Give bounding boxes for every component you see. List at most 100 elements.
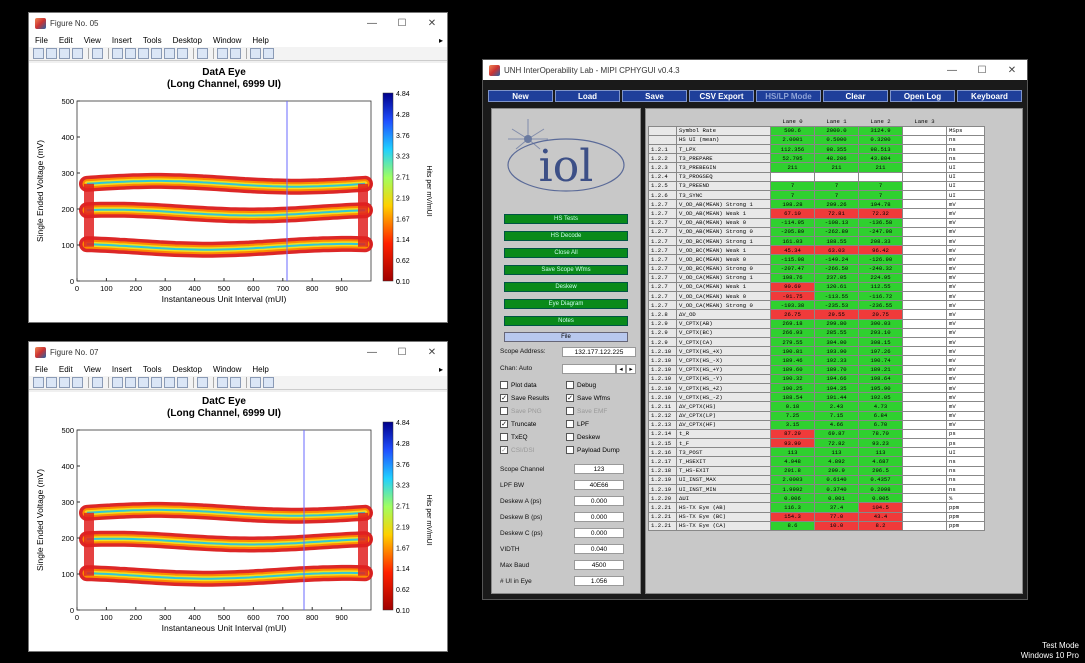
menu-overflow-icon[interactable]: ▸ bbox=[438, 35, 443, 45]
checkbox-box[interactable] bbox=[566, 381, 574, 389]
rotate-icon[interactable] bbox=[151, 377, 162, 388]
data-cursor-icon[interactable] bbox=[164, 377, 175, 388]
figure-07-titlebar[interactable]: Figure No. 07 — ☐ ✕ bbox=[29, 342, 447, 362]
checkbox-box[interactable]: ✓ bbox=[500, 420, 508, 428]
minimize-icon[interactable]: — bbox=[367, 346, 377, 358]
hs-lp-mode-button[interactable]: HS/LP Mode bbox=[756, 90, 821, 102]
menu-tools[interactable]: Tools bbox=[142, 364, 162, 374]
param-field[interactable]: 4500 bbox=[574, 560, 624, 570]
checkbox-lpf[interactable]: LPF bbox=[566, 420, 589, 428]
menu-help[interactable]: Help bbox=[252, 35, 269, 45]
menu-insert[interactable]: Insert bbox=[111, 35, 132, 45]
checkbox-debug[interactable]: Debug bbox=[566, 381, 596, 389]
open-file-icon[interactable] bbox=[46, 377, 57, 388]
load-button[interactable]: Load bbox=[555, 90, 620, 102]
hide-plot-tools-icon[interactable] bbox=[250, 377, 261, 388]
menu-window[interactable]: Window bbox=[212, 364, 242, 374]
show-plot-tools-icon[interactable] bbox=[263, 377, 274, 388]
new-button[interactable]: New bbox=[488, 90, 553, 102]
rotate-icon[interactable] bbox=[151, 48, 162, 59]
param-field[interactable]: 40E66 bbox=[574, 480, 624, 490]
menu-help[interactable]: Help bbox=[252, 364, 269, 374]
menu-file[interactable]: File bbox=[35, 35, 48, 45]
chan-right-arrow-icon[interactable]: ▸ bbox=[626, 364, 636, 374]
zoom-out-icon[interactable] bbox=[125, 48, 136, 59]
checkbox-box[interactable] bbox=[500, 433, 508, 441]
print-icon[interactable] bbox=[72, 377, 83, 388]
menu-edit[interactable]: Edit bbox=[58, 364, 73, 374]
menu-view[interactable]: View bbox=[83, 35, 101, 45]
menu-desktop[interactable]: Desktop bbox=[172, 35, 202, 45]
param-field[interactable]: 0.000 bbox=[574, 528, 624, 538]
legend-icon[interactable] bbox=[230, 48, 241, 59]
open-log-button[interactable]: Open Log bbox=[890, 90, 955, 102]
notes-button[interactable]: Notes bbox=[504, 316, 628, 326]
show-plot-tools-icon[interactable] bbox=[263, 48, 274, 59]
deskew-button[interactable]: Deskew bbox=[504, 282, 628, 292]
menu-tools[interactable]: Tools bbox=[142, 35, 162, 45]
menu-view[interactable]: View bbox=[83, 364, 101, 374]
app-titlebar[interactable]: UNH InterOperability Lab - MIPI CPHYGUI … bbox=[483, 60, 1027, 80]
save-icon[interactable] bbox=[59, 48, 70, 59]
param-field[interactable]: 0.000 bbox=[574, 496, 624, 506]
checkbox-box[interactable] bbox=[566, 420, 574, 428]
save-scope-wfms-button[interactable]: Save Scope Wfms bbox=[504, 265, 628, 275]
pointer-icon[interactable] bbox=[92, 377, 103, 388]
param-field[interactable]: 0.000 bbox=[574, 512, 624, 522]
checkbox-box[interactable] bbox=[566, 433, 574, 441]
menu-window[interactable]: Window bbox=[212, 35, 242, 45]
checkbox-box[interactable]: ✓ bbox=[500, 394, 508, 402]
new-figure-icon[interactable] bbox=[33, 48, 44, 59]
checkbox-txeq[interactable]: TxEQ bbox=[500, 433, 528, 441]
checkbox-box[interactable] bbox=[500, 407, 508, 415]
eye-diagram-button[interactable]: Eye Diagram bbox=[504, 299, 628, 309]
param-field[interactable]: 1.056 bbox=[574, 576, 624, 586]
checkbox-truncate[interactable]: ✓ Truncate bbox=[500, 420, 536, 428]
minimize-icon[interactable]: — bbox=[947, 64, 957, 76]
colorbar-icon[interactable] bbox=[217, 48, 228, 59]
checkbox-box[interactable]: ✓ bbox=[500, 446, 508, 454]
checkbox-save-wfms[interactable]: ✓ Save Wfms bbox=[566, 394, 610, 402]
scope-address-field[interactable]: 132.177.122.225 bbox=[562, 347, 636, 357]
hs-tests-button[interactable]: HS Tests bbox=[504, 214, 628, 224]
print-icon[interactable] bbox=[72, 48, 83, 59]
menu-desktop[interactable]: Desktop bbox=[172, 364, 202, 374]
new-figure-icon[interactable] bbox=[33, 377, 44, 388]
close-all-button[interactable]: Close All bbox=[504, 248, 628, 258]
file-button[interactable]: File bbox=[504, 332, 628, 342]
maximize-icon[interactable]: ☐ bbox=[977, 64, 987, 76]
checkbox-save-results[interactable]: ✓ Save Results bbox=[500, 394, 549, 402]
open-file-icon[interactable] bbox=[46, 48, 57, 59]
close-icon[interactable]: ✕ bbox=[427, 346, 437, 358]
checkbox-plot-data[interactable]: Plot data bbox=[500, 381, 537, 389]
pan-icon[interactable] bbox=[138, 48, 149, 59]
zoom-in-icon[interactable] bbox=[112, 48, 123, 59]
legend-icon[interactable] bbox=[230, 377, 241, 388]
param-field[interactable]: 123 bbox=[574, 464, 624, 474]
checkbox-deskew[interactable]: Deskew bbox=[566, 433, 600, 441]
maximize-icon[interactable]: ☐ bbox=[397, 346, 407, 358]
csv-export-button[interactable]: CSV Export bbox=[689, 90, 754, 102]
checkbox-box[interactable] bbox=[500, 381, 508, 389]
colorbar-icon[interactable] bbox=[217, 377, 228, 388]
brush-icon[interactable] bbox=[177, 377, 188, 388]
checkbox-box[interactable] bbox=[566, 407, 574, 415]
menu-insert[interactable]: Insert bbox=[111, 364, 132, 374]
pointer-icon[interactable] bbox=[92, 48, 103, 59]
checkbox-box[interactable] bbox=[566, 446, 574, 454]
maximize-icon[interactable]: ☐ bbox=[397, 17, 407, 29]
save-icon[interactable] bbox=[59, 377, 70, 388]
param-field[interactable]: 0.040 bbox=[574, 544, 624, 554]
hs-decode-button[interactable]: HS Decode bbox=[504, 231, 628, 241]
clear-button[interactable]: Clear bbox=[823, 90, 888, 102]
save-button[interactable]: Save bbox=[622, 90, 687, 102]
close-icon[interactable]: ✕ bbox=[1007, 64, 1017, 76]
menu-edit[interactable]: Edit bbox=[58, 35, 73, 45]
link-plot-icon[interactable] bbox=[197, 377, 208, 388]
checkbox-payload-dump[interactable]: Payload Dump bbox=[566, 446, 620, 454]
menu-overflow-icon[interactable]: ▸ bbox=[438, 364, 443, 374]
close-icon[interactable]: ✕ bbox=[427, 17, 437, 29]
zoom-in-icon[interactable] bbox=[112, 377, 123, 388]
zoom-out-icon[interactable] bbox=[125, 377, 136, 388]
chan-slider[interactable] bbox=[562, 364, 616, 374]
